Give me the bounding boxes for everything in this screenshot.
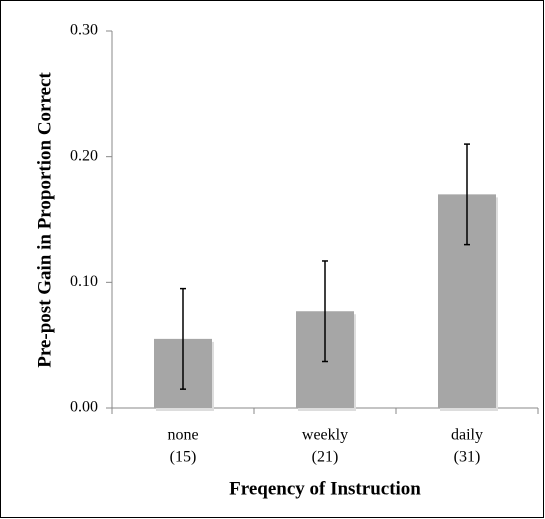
x-tick-label: weekly [302, 427, 348, 444]
x-tick-count: (31) [454, 449, 481, 466]
x-tick-label: none [167, 427, 198, 444]
error-bar [322, 260, 328, 363]
y-tick-label: 0.30 [70, 22, 98, 39]
y-tick-label: 0.10 [70, 273, 98, 290]
x-tick-count: (21) [312, 449, 339, 466]
error-bar [464, 143, 470, 246]
x-axis-title: Freqency of Instruction [229, 478, 421, 499]
error-bar [180, 287, 186, 390]
x-tick-count: (15) [170, 449, 197, 466]
y-tick-label: 0.20 [70, 147, 98, 164]
y-tick-label: 0.00 [70, 399, 98, 416]
y-axis-title: Pre-post Gain in Proportion Correct [34, 72, 55, 368]
x-tick-label: daily [451, 427, 483, 444]
